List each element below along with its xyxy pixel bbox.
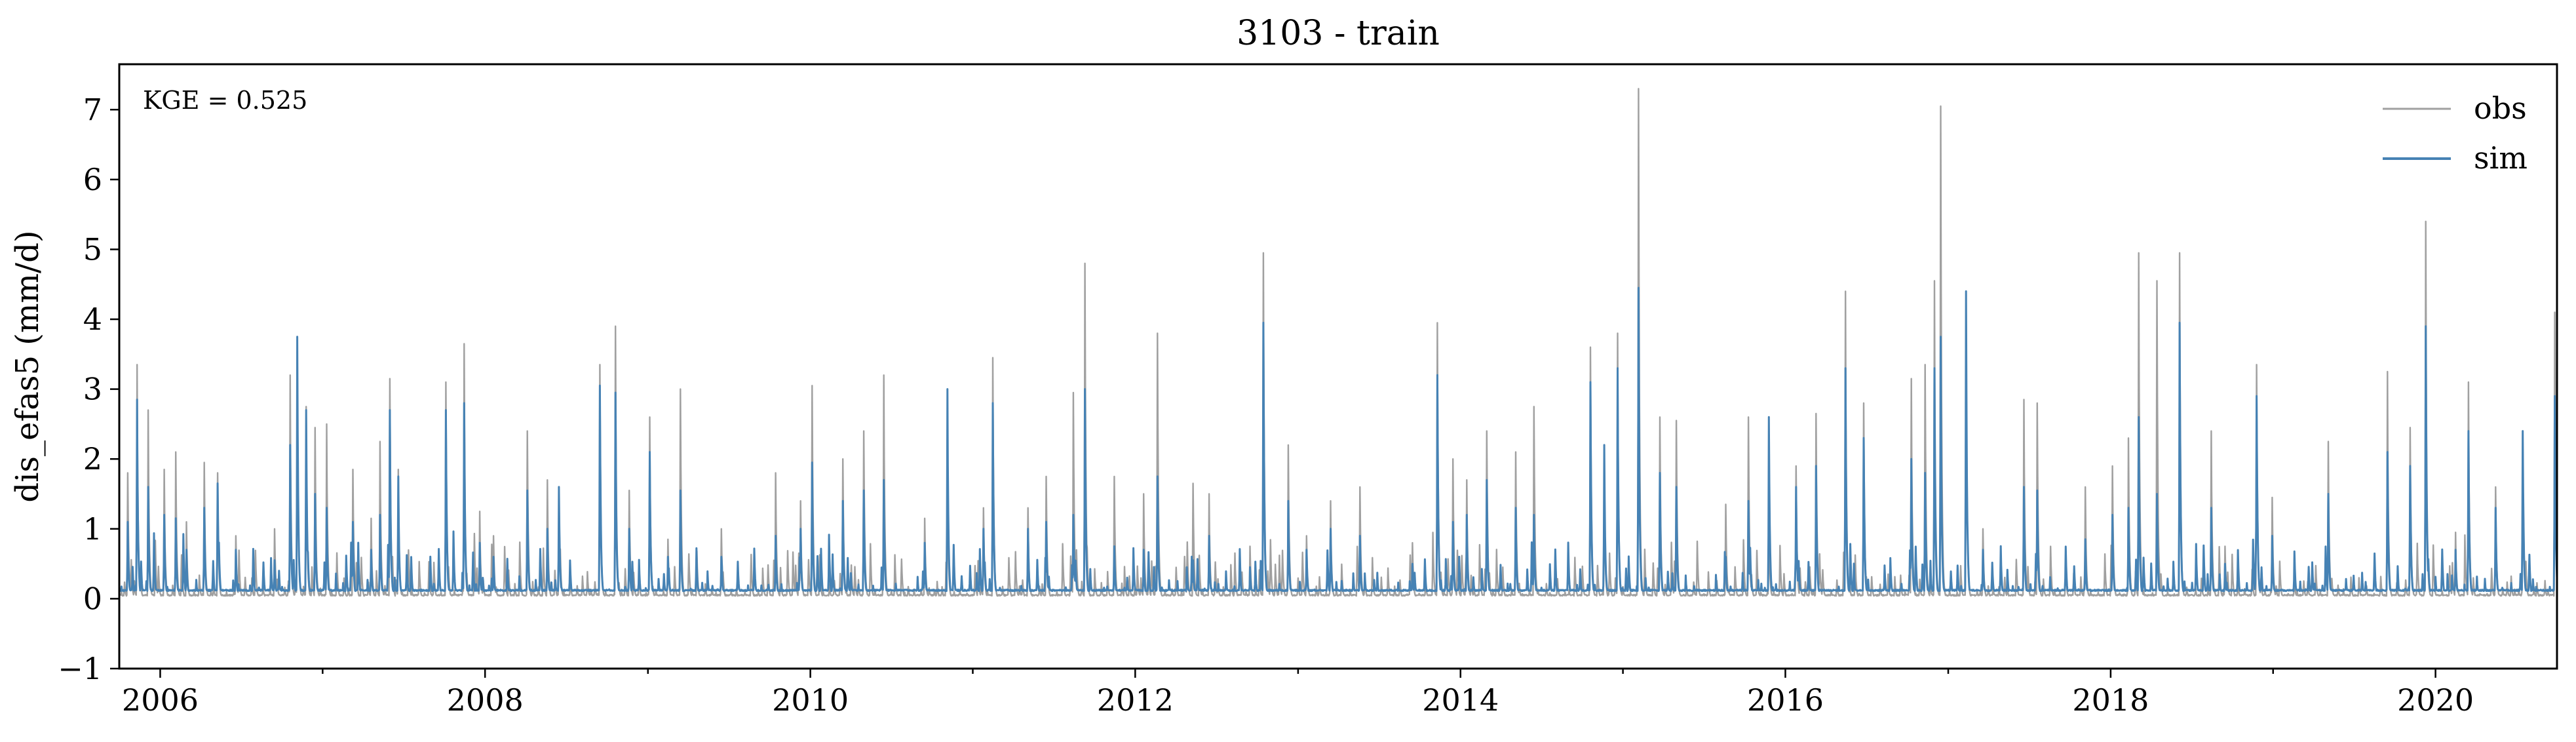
y-tick-label: 6 [83,162,102,197]
series-line-obs [118,88,2558,597]
series-layer [118,88,2558,597]
x-tick-label: 2008 [447,682,524,718]
legend-label-obs: obs [2474,90,2527,126]
x-tick-label: 2012 [1097,682,1174,718]
y-tick-label: 2 [83,441,102,477]
kge-annotation: KGE = 0.525 [143,86,307,115]
x-tick-label: 2016 [1747,682,1824,718]
plot-frame [118,63,2558,670]
y-axis-label: dis_efas5 (mm/d) [9,230,46,502]
y-tick-label: 0 [83,581,102,616]
y-tick-label: 7 [83,92,102,127]
y-tick-label: 4 [83,302,102,337]
x-tick-label: 2018 [2072,682,2149,718]
y-axis: −1 0 1 2 3 4 5 6 7 [58,92,119,686]
x-tick-label: 2020 [2397,682,2474,718]
y-tick-label: −1 [58,651,102,686]
y-tick-label: 5 [83,231,102,267]
x-tick-label: 2006 [122,682,199,718]
x-axis: 2006 2008 2010 2012 2014 2016 2018 2020 [122,669,2474,718]
chart-title: 3103 - train [1237,14,1440,53]
y-tick-label: 1 [83,511,102,547]
y-tick-label: 3 [83,372,102,407]
legend: obs sim [2383,90,2528,176]
x-tick-label: 2014 [1422,682,1499,718]
legend-label-sim: sim [2474,140,2528,176]
series-line-sim [118,286,2558,593]
x-tick-label: 2010 [772,682,849,718]
